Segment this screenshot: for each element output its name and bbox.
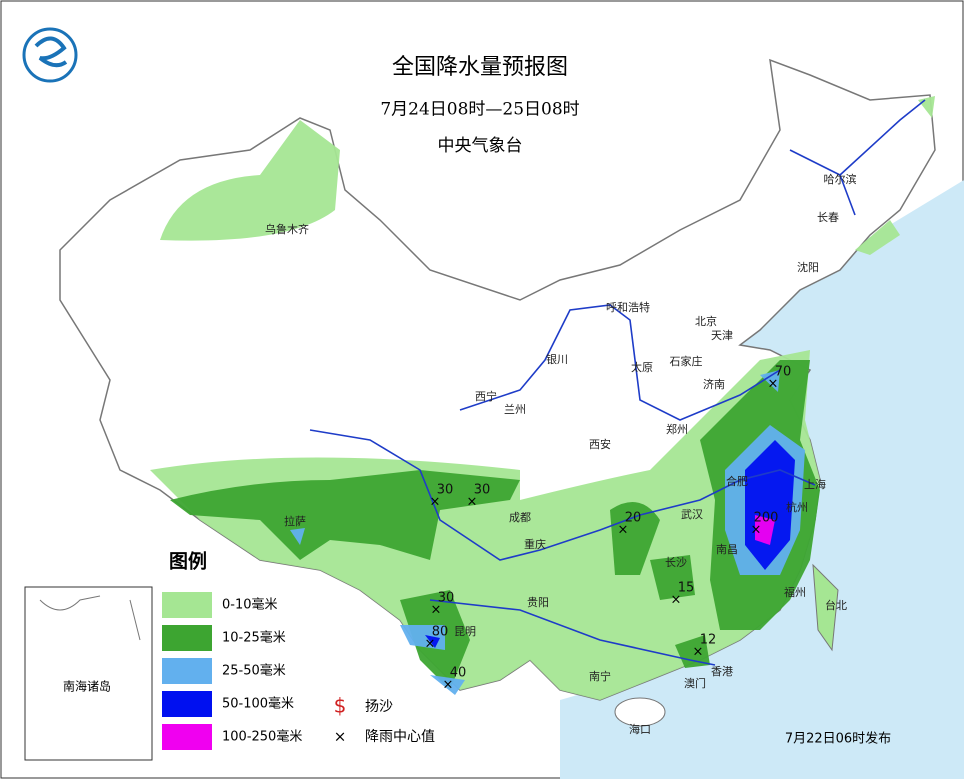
- rain-area: [430, 675, 465, 695]
- center-mark: ×: [671, 593, 682, 608]
- city-label: 合肥: [726, 474, 748, 488]
- taiwan: [812, 563, 839, 652]
- center-value: 200: [754, 511, 779, 526]
- center-value: 40: [450, 666, 467, 681]
- center-mark: ×: [431, 603, 442, 618]
- city-label: 海口: [629, 722, 651, 736]
- city-label: 香港: [711, 665, 733, 678]
- city-label: 长沙: [665, 556, 687, 569]
- sand-symbol: $: [334, 694, 347, 718]
- hainan: [614, 697, 666, 727]
- center-value: 30: [474, 483, 491, 498]
- city-label: 成都: [509, 511, 531, 524]
- city-label: 上海: [804, 477, 826, 491]
- legend-title: 图例: [169, 550, 207, 573]
- songhua: [789, 99, 926, 216]
- legend-swatch: [162, 625, 212, 651]
- rain-area: [755, 515, 775, 545]
- city-label: 兰州: [504, 403, 526, 416]
- center-mark: ×: [768, 377, 779, 392]
- center-value: 15: [678, 581, 695, 596]
- rain-area: [855, 220, 900, 255]
- city-label: 拉萨: [284, 514, 306, 528]
- center-value: 80: [432, 625, 449, 640]
- center-symbol: ×: [334, 728, 347, 746]
- center-label: 降雨中心值: [365, 729, 435, 745]
- legend-label: 10-25毫米: [222, 630, 286, 646]
- period: 7月24日08时—25日08时: [380, 100, 579, 120]
- city-label: 西宁: [475, 389, 497, 403]
- legend-label: 100-250毫米: [222, 729, 302, 745]
- city-label: 乌鲁木齐: [265, 222, 309, 236]
- yellow-river: [459, 304, 781, 421]
- legend-label: 25-50毫米: [222, 663, 286, 679]
- rain-areas: [150, 96, 935, 700]
- city-label: 澳门: [684, 676, 706, 690]
- city-label: 呼和浩特: [606, 300, 650, 314]
- center-mark: ×: [751, 523, 762, 538]
- footer: 7月22日06时发布: [785, 731, 891, 747]
- inset-label: 南海诸岛: [63, 679, 111, 694]
- legend-label: 50-100毫米: [222, 696, 294, 712]
- center-mark: ×: [467, 495, 478, 510]
- center-mark: ×: [443, 678, 454, 693]
- city-label: 贵阳: [527, 596, 549, 609]
- city-label: 南昌: [716, 543, 738, 556]
- legend-label: 0-10毫米: [222, 597, 278, 613]
- pearl-river: [429, 599, 716, 666]
- center-value: 70: [775, 365, 792, 380]
- legend-swatch: [162, 724, 212, 750]
- legend-swatch: [162, 658, 212, 684]
- city-label: 南宁: [589, 669, 611, 683]
- city-label: 天津: [711, 329, 733, 342]
- rain-area: [610, 502, 660, 575]
- rain-area: [150, 350, 820, 700]
- center-mark: ×: [430, 495, 441, 510]
- inset-box: [24, 586, 153, 761]
- city-label: 福州: [784, 585, 806, 599]
- title: 全国降水量预报图: [392, 55, 568, 80]
- rain-area: [760, 370, 780, 392]
- legend-swatch: [162, 691, 212, 717]
- city-label: 西安: [589, 437, 611, 451]
- center-mark: ×: [425, 637, 436, 652]
- city-label: 杭州: [786, 500, 808, 514]
- center-value: 30: [438, 591, 455, 606]
- rain-area: [675, 635, 710, 668]
- rain-area: [650, 555, 695, 600]
- rain-area: [160, 120, 340, 241]
- rain-area: [290, 528, 305, 545]
- inset-coast: [39, 595, 141, 641]
- center-mark: ×: [618, 523, 629, 538]
- logo-mark: [34, 36, 68, 68]
- city-label: 长春: [817, 211, 839, 224]
- issuer: 中央气象台: [438, 136, 523, 156]
- city-label: 石家庄: [670, 354, 703, 368]
- city-label: 台北: [825, 598, 847, 612]
- center-value: 12: [700, 633, 717, 648]
- center-mark: ×: [693, 645, 704, 660]
- city-label: 郑州: [666, 422, 688, 436]
- city-label: 济南: [703, 377, 725, 391]
- rain-area: [425, 635, 440, 648]
- city-label: 银川: [546, 352, 568, 366]
- rivers: [309, 99, 926, 666]
- rain-area: [170, 470, 520, 560]
- city-label: 太原: [631, 361, 653, 374]
- city-label: 哈尔滨: [824, 172, 857, 186]
- center-value: 20: [625, 511, 642, 526]
- city-label: 武汉: [681, 508, 703, 521]
- legend-swatch: [162, 592, 212, 618]
- center-value: 30: [437, 483, 454, 498]
- city-label: 沈阳: [797, 260, 819, 274]
- city-label: 昆明: [454, 625, 476, 638]
- city-label: 北京: [695, 314, 717, 328]
- city-label: 重庆: [524, 537, 546, 551]
- yangtze: [309, 429, 816, 561]
- sand-label: 扬沙: [365, 699, 393, 715]
